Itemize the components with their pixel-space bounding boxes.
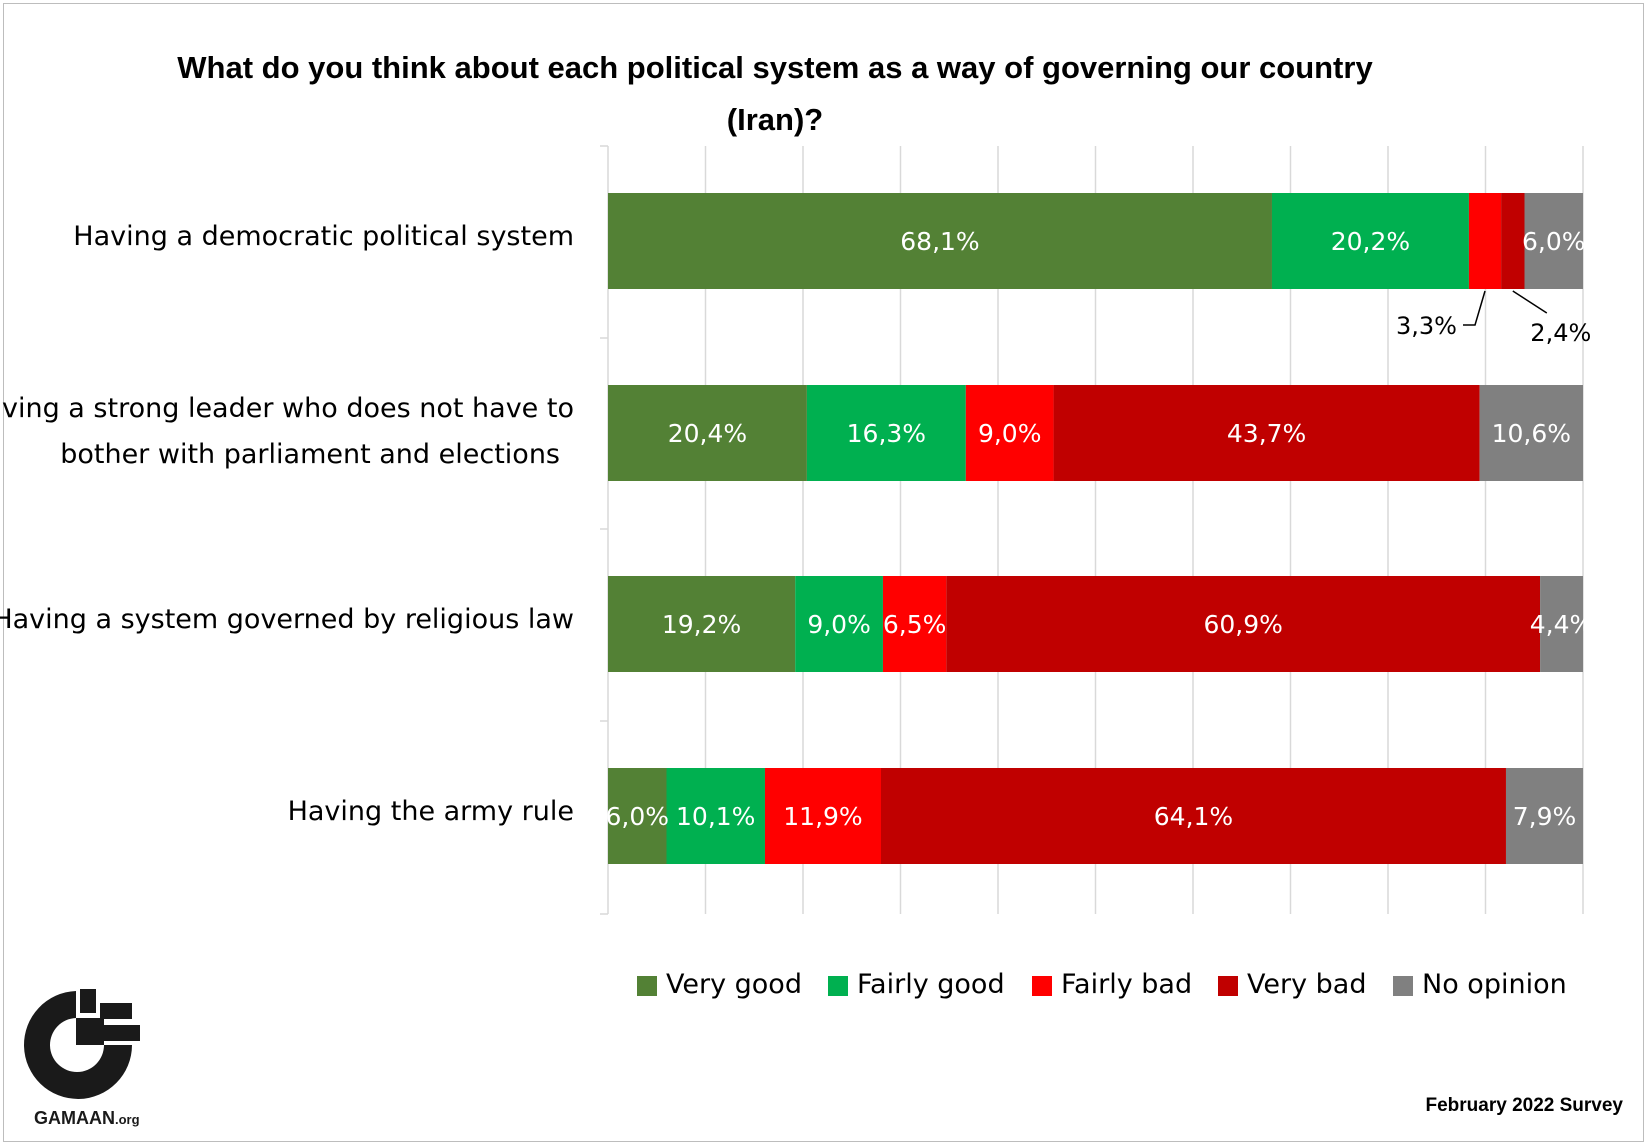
legend-label: Fairly bad — [1061, 969, 1192, 1000]
data-label: 9,0% — [978, 419, 1042, 448]
category-label: Having a strong leader who does not have… — [0, 393, 574, 470]
gamaan-logo-icon — [24, 989, 140, 1099]
bar-segment — [881, 768, 1506, 864]
bar-segment — [608, 385, 807, 481]
legend-item: No opinion — [1393, 969, 1567, 1000]
legend-item: Fairly good — [828, 969, 1005, 1000]
data-label: 20,2% — [1331, 227, 1410, 256]
category-labels: Having a democratic political system Havi… — [0, 221, 574, 827]
data-label: 6,5% — [883, 610, 947, 639]
chart-title: What do you think about each political s… — [177, 50, 1373, 137]
logo-name: GAMAAN — [34, 1108, 115, 1128]
bar-segment — [1271, 193, 1469, 289]
bar-segment — [608, 193, 1272, 289]
data-label: 9,0% — [807, 610, 871, 639]
bar-segment — [1501, 193, 1525, 289]
data-label: 3,3% — [1396, 312, 1457, 340]
data-label: 20,4% — [668, 419, 747, 448]
data-label: 10,6% — [1492, 419, 1571, 448]
data-label: 4,4% — [1530, 610, 1594, 639]
data-label: 2,4% — [1530, 319, 1591, 347]
logo-wordmark: GAMAAN.org — [34, 1108, 140, 1129]
bar-segment — [806, 385, 966, 481]
data-labels: 68,1% 20,2% 3,3% 2,4% 6,0% 20,4% 16,3% 9,0% 43,7… — [605, 227, 1593, 831]
data-label: 68,1% — [900, 227, 979, 256]
bar-segment — [795, 576, 883, 672]
data-label: 11,9% — [783, 802, 862, 831]
legend-swatch — [1032, 976, 1052, 996]
bar-segment — [1540, 576, 1583, 672]
legend-label: Very bad — [1247, 969, 1366, 1000]
legend-swatch — [637, 976, 657, 996]
category-label: Having the army rule — [288, 796, 574, 827]
legend-item: Very good — [637, 969, 802, 1000]
bar-segment — [764, 768, 881, 864]
category-label: Having a system governed by religious la… — [0, 604, 574, 635]
chart-frame — [3, 3, 1644, 1142]
legend-label: Fairly good — [857, 969, 1005, 1000]
bar-segment — [608, 576, 796, 672]
data-label: 6,0% — [605, 802, 669, 831]
legend-item: Fairly bad — [1032, 969, 1192, 1000]
legend: Very good Fairly good Fairly bad Very bad No… — [637, 969, 1567, 1000]
legend-item: Very bad — [1218, 969, 1366, 1000]
legend-label: No opinion — [1422, 969, 1567, 1000]
logo-suffix: .org — [115, 1112, 140, 1127]
category-axis — [600, 145, 609, 915]
category-label: Having a democratic political system — [73, 221, 574, 252]
bar-segment — [1505, 768, 1583, 864]
data-label: 60,9% — [1204, 610, 1283, 639]
legend-swatch — [1218, 976, 1238, 996]
legend-swatch — [1393, 976, 1413, 996]
bar-segment — [1053, 385, 1480, 481]
bar-segment — [965, 385, 1054, 481]
data-label: 16,3% — [847, 419, 926, 448]
data-label: 6,0% — [1522, 227, 1586, 256]
data-label: 64,1% — [1154, 802, 1233, 831]
source-note: February 2022 Survey — [1425, 1095, 1623, 1116]
leader-line — [1512, 290, 1548, 314]
bar-segment — [882, 576, 947, 672]
data-label: 19,2% — [662, 610, 741, 639]
data-label: 7,9% — [1513, 802, 1577, 831]
legend-label: Very good — [666, 969, 802, 1000]
leader-line — [1463, 290, 1486, 326]
data-label: 10,1% — [676, 802, 755, 831]
bar-segment — [666, 768, 765, 864]
bar-segment — [946, 576, 1541, 672]
legend-swatch — [828, 976, 848, 996]
data-label: 43,7% — [1227, 419, 1306, 448]
bar-segment — [1479, 385, 1583, 481]
bar-segment — [1468, 193, 1502, 289]
bars — [608, 193, 1583, 864]
bar-segment — [608, 768, 667, 864]
bar-segment — [1524, 193, 1583, 289]
